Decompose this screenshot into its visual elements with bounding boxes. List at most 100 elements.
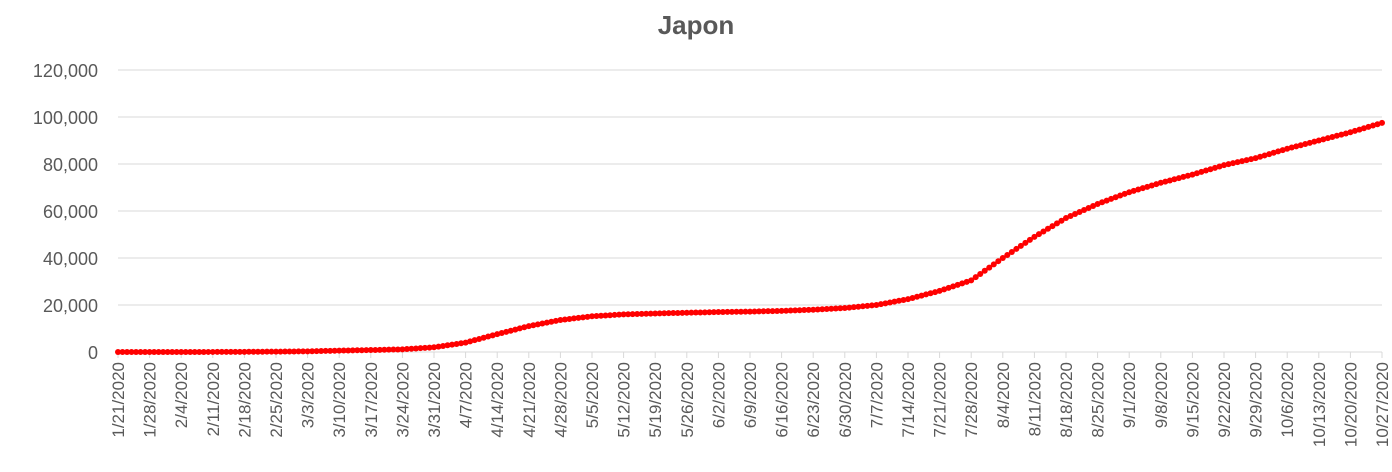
- data-point: [1275, 148, 1282, 155]
- data-point: [164, 348, 171, 355]
- data-point: [579, 314, 586, 321]
- x-tick-label: 4/7/2020: [457, 362, 476, 428]
- data-point: [273, 348, 279, 355]
- data-point: [1085, 204, 1092, 211]
- data-point: [218, 348, 225, 355]
- x-tick-label: 9/1/2020: [1120, 362, 1139, 428]
- x-tick-label: 6/9/2020: [741, 362, 760, 428]
- y-tick-label: 40,000: [43, 249, 98, 269]
- x-tick-label: 10/20/2020: [1341, 362, 1360, 447]
- data-point: [1063, 215, 1069, 222]
- data-point: [733, 308, 740, 315]
- data-point: [1248, 156, 1255, 163]
- data-point: [358, 347, 365, 354]
- data-point: [611, 311, 618, 318]
- data-point: [187, 348, 194, 355]
- data-point: [286, 348, 293, 355]
- data-point: [250, 348, 257, 355]
- x-tick-label: 7/21/2020: [931, 362, 950, 438]
- x-tick-label: 8/11/2020: [1025, 362, 1044, 436]
- data-point: [616, 311, 623, 318]
- data-point: [435, 343, 442, 350]
- x-tick-label: 9/15/2020: [1183, 362, 1202, 438]
- data-point: [534, 321, 541, 328]
- data-point: [995, 258, 1002, 265]
- data-point: [941, 286, 948, 293]
- data-point: [381, 346, 388, 353]
- x-tick-label: 7/7/2020: [867, 362, 886, 428]
- data-point: [968, 277, 975, 284]
- data-point: [124, 348, 131, 355]
- data-point: [557, 317, 564, 324]
- data-point: [665, 310, 672, 317]
- data-point: [282, 348, 289, 355]
- data-point: [932, 289, 939, 296]
- data-point: [607, 312, 614, 319]
- data-point: [277, 348, 284, 355]
- data-point: [160, 348, 167, 355]
- data-point: [309, 348, 316, 355]
- data-point: [864, 302, 871, 309]
- data-point: [629, 311, 636, 318]
- data-point: [561, 316, 568, 323]
- data-point: [349, 347, 356, 354]
- data-point: [575, 314, 582, 321]
- data-point: [200, 348, 207, 355]
- data-point: [1239, 158, 1246, 165]
- data-point: [832, 305, 839, 312]
- data-point: [1221, 162, 1227, 169]
- x-tick-label: 3/17/2020: [362, 362, 381, 438]
- x-tick-label: 7/14/2020: [899, 362, 918, 438]
- data-point: [133, 348, 140, 355]
- data-point: [1058, 217, 1065, 224]
- data-point: [245, 348, 252, 355]
- data-point: [1017, 242, 1024, 249]
- data-point: [814, 306, 821, 313]
- data-point: [963, 278, 970, 285]
- data-point: [828, 305, 835, 312]
- data-point: [674, 309, 681, 316]
- data-point: [914, 293, 921, 300]
- data-point: [1261, 152, 1268, 159]
- data-point: [1130, 187, 1137, 194]
- data-point: [1230, 160, 1237, 167]
- data-point: [1026, 236, 1033, 243]
- data-point: [715, 309, 722, 316]
- data-point: [1040, 228, 1047, 235]
- data-point: [1008, 248, 1015, 255]
- data-point: [146, 348, 153, 355]
- data-point: [647, 310, 654, 317]
- data-point: [539, 320, 546, 327]
- data-point: [1288, 144, 1295, 151]
- data-point: [1135, 186, 1142, 193]
- data-point: [151, 348, 158, 355]
- data-point: [986, 264, 993, 271]
- data-point: [489, 332, 496, 339]
- data-point: [552, 317, 559, 324]
- data-point: [254, 348, 261, 355]
- data-point: [1004, 251, 1011, 258]
- data-point: [1293, 143, 1300, 150]
- data-point: [1333, 132, 1340, 139]
- data-point: [178, 348, 185, 355]
- data-point: [1108, 195, 1115, 202]
- data-point: [1035, 231, 1042, 238]
- x-tick-label: 2/25/2020: [267, 362, 286, 438]
- data-point: [841, 305, 848, 312]
- data-point: [498, 329, 505, 336]
- y-tick-label: 80,000: [43, 155, 98, 175]
- data-point: [182, 348, 189, 355]
- data-point: [751, 308, 758, 315]
- data-point: [661, 310, 668, 317]
- data-point: [191, 348, 198, 355]
- data-point: [1297, 142, 1304, 149]
- data-point: [756, 308, 763, 315]
- data-point: [471, 337, 478, 344]
- x-tick-label: 1/28/2020: [141, 362, 160, 438]
- data-point: [783, 307, 790, 314]
- data-point: [747, 308, 753, 315]
- x-tick-label: 4/21/2020: [520, 362, 539, 438]
- data-point: [1351, 127, 1358, 134]
- data-point: [683, 309, 690, 316]
- data-point: [999, 255, 1006, 261]
